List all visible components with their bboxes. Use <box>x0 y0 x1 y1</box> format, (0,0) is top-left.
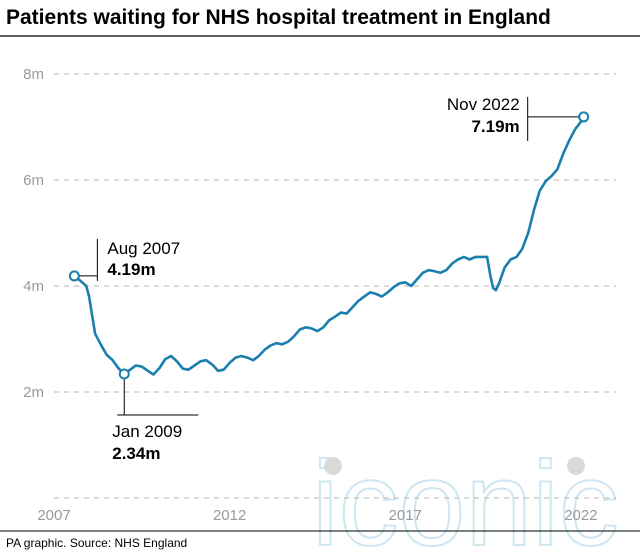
watermark-dot-i2 <box>567 457 585 475</box>
annotation-label-aug-2007: Aug 2007 <box>107 239 180 258</box>
chart-title: Patients waiting for NHS hospital treatm… <box>6 6 551 29</box>
gridlines <box>54 73 616 499</box>
annotation-value-nov-2022: 7.19m <box>471 117 519 136</box>
series-group <box>73 115 585 376</box>
y-tick-label: 2m <box>23 384 44 401</box>
x-tick-label: 2022 <box>564 507 597 524</box>
annotation-value-jan-2009: 2.34m <box>112 444 160 463</box>
annotation-marker <box>578 111 590 123</box>
iconic-watermark: iconic <box>311 436 620 556</box>
annotation-marker <box>68 270 80 282</box>
y-tick-label: 8m <box>23 66 44 83</box>
annotation-label-jan-2009: Jan 2009 <box>112 422 182 441</box>
source-note: PA graphic. Source: NHS England <box>6 536 187 550</box>
x-tick-label: 2012 <box>213 507 246 524</box>
series-line-waiting-list <box>73 115 585 376</box>
y-tick-label: 6m <box>23 172 44 189</box>
annotation-value-aug-2007: 4.19m <box>107 260 155 279</box>
x-tick-label: 2017 <box>389 507 422 524</box>
y-tick-label: 4m <box>23 278 44 295</box>
watermark-text: iconic <box>312 437 619 556</box>
annotations: Aug 2007 4.19m Jan 2009 2.34m Nov 2022 7.19m <box>68 95 590 463</box>
annotation-marker <box>118 368 130 380</box>
watermark-dot-i <box>324 457 342 475</box>
x-tick-label: 2007 <box>37 507 70 524</box>
annotation-label-nov-2022: Nov 2022 <box>447 95 520 114</box>
x-tick-labels: 2007 2012 2017 2022 <box>37 507 597 524</box>
y-tick-labels: 2m 4m 6m 8m <box>23 66 44 401</box>
